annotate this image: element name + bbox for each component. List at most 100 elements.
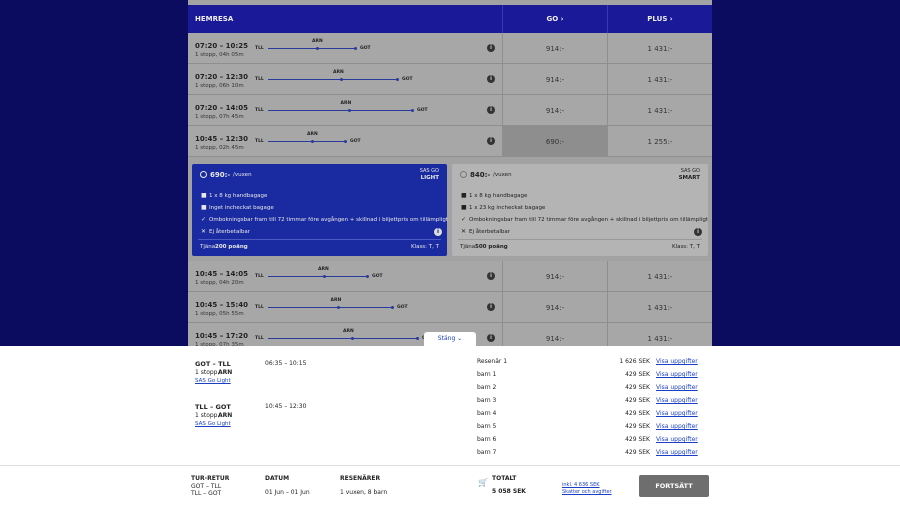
leg-route: TLL – GOT <box>195 403 231 411</box>
plus-price-cell[interactable]: 1 255:- <box>607 126 712 157</box>
go-price-cell[interactable]: 914:- <box>502 95 607 126</box>
fare-brand: SAS GO <box>419 168 439 174</box>
go-price-cell[interactable]: 914:- <box>502 33 607 64</box>
via: ARN <box>333 70 344 75</box>
info-icon: i <box>487 272 495 280</box>
go-price-cell[interactable]: 914:- <box>502 323 607 346</box>
fare-feature: ■ 1 x 8 kg handbagage <box>201 192 267 199</box>
flight-row[interactable]: 10:45 – 14:05 1 stopp, 04h 20m TLL ARN GOT i 9… <box>188 261 712 292</box>
radio <box>460 171 467 178</box>
stop-dot <box>310 140 314 143</box>
fare-card[interactable]: 840:-/vuxen SAS GO SMART ■ 1 x 8 kg handbaga… <box>452 164 708 256</box>
feature-text: 1 x 8 kg handbagage <box>469 193 528 199</box>
passenger-details[interactable]: Visa uppgifter <box>656 384 698 391</box>
feature-text: 1 x 8 kg handbagage <box>209 193 268 199</box>
passenger-price: 429 SEK <box>625 371 650 378</box>
fare-class: Klass: T, T <box>671 244 700 250</box>
plus-price-cell[interactable]: 1 431:- <box>607 95 712 126</box>
info-icon: i <box>487 75 495 83</box>
footer-bar: TUR-RETUR GOT – TLL TLL – GOT DATUM 01 Jun –… <box>0 465 900 506</box>
go-price-cell[interactable]: 914:- <box>502 261 607 292</box>
flight-row[interactable]: 10:45 – 15:40 1 stopp, 05h 55m TLL ARN GOT i 9… <box>188 292 712 323</box>
go-label: GO <box>546 15 559 23</box>
stop-dot <box>323 275 326 278</box>
destination: GOT <box>402 77 413 82</box>
destination: GOT <box>350 139 361 144</box>
go-price: 914:- <box>545 272 565 281</box>
route-line <box>268 338 418 339</box>
via: ARN <box>318 267 329 272</box>
route-line <box>268 141 346 142</box>
feature-text: Ombokningsbar fram till 72 timmar före a… <box>209 217 448 223</box>
info-icon: i <box>694 228 702 236</box>
destination: GOT <box>417 108 428 113</box>
passenger-price: 429 SEK <box>625 423 650 430</box>
fare-card[interactable]: 690:-/vuxen SAS GO LIGHT ■ 1 x 8 kg handbaga… <box>192 164 448 256</box>
flight-row[interactable]: 07:20 – 14:05 1 stopp, 07h 45m TLL ARN GOT i 9… <box>188 95 712 126</box>
via: ARN <box>330 298 342 303</box>
go-price-cell[interactable]: 914:- <box>502 292 607 323</box>
feature-text: Ej återbetalbar <box>209 229 250 235</box>
origin: TLL <box>255 108 264 113</box>
stop-dot <box>350 337 354 340</box>
via: ARN <box>312 39 323 44</box>
total: 5 058 SEK <box>492 488 526 495</box>
passenger-details[interactable]: Visa uppgifter <box>656 397 698 404</box>
stop-dot <box>336 306 340 309</box>
destination: GOT <box>360 46 371 51</box>
fare-name: LIGHT <box>420 175 439 181</box>
plus-price: 1 431:- <box>647 44 673 53</box>
go-price: 914:- <box>545 334 565 343</box>
via: ARN <box>343 329 354 334</box>
flight-row[interactable]: 10:45 – 12:30 1 stopp, 02h 45m TLL ARN GOT i 6… <box>188 126 712 157</box>
go-column[interactable]: GO › <box>502 5 607 33</box>
feature-icon: ✕ <box>201 228 207 235</box>
plus-price-cell[interactable]: 1 431:- <box>607 33 712 64</box>
plus-price-cell[interactable]: 1 431:- <box>607 64 712 95</box>
end-dot <box>366 275 369 278</box>
passenger-details[interactable]: Visa uppgifter <box>656 449 698 456</box>
route-line <box>268 48 356 49</box>
flight-row[interactable]: 07:20 – 10:25 1 stopp, 04h 05m TLL ARN GOT i 9… <box>188 33 712 64</box>
passenger-details[interactable]: Visa uppgifter <box>656 423 698 430</box>
plus-price-cell[interactable]: 1 431:- <box>607 261 712 292</box>
close-tab[interactable]: Stäng ⌄ <box>424 332 476 346</box>
route-line <box>268 110 413 111</box>
divider <box>458 239 702 240</box>
go-price-cell[interactable]: 690:- <box>502 126 607 157</box>
fare-class: Klass: T, T <box>410 244 439 250</box>
per-adult: /vuxen <box>493 172 512 178</box>
header-title: HEMRESA <box>195 15 234 23</box>
plus-price: 1 431:- <box>647 272 673 281</box>
plus-price: 1 431:- <box>647 106 673 115</box>
plus-price: 1 431:- <box>647 334 673 343</box>
flight-row[interactable]: 07:20 – 12:30 1 stopp, 06h 10m TLL ARN GOT i 9… <box>188 64 712 95</box>
plus-column[interactable]: PLUS › <box>607 5 712 33</box>
plus-price-cell[interactable]: 1 431:- <box>607 292 712 323</box>
earn-points: 200 poäng <box>215 244 248 250</box>
plus-price-cell[interactable]: 1 431:- <box>607 323 712 346</box>
passenger-details[interactable]: Visa uppgifter <box>656 358 698 365</box>
leg-product[interactable]: SAS Go Light <box>195 421 231 427</box>
passenger-details[interactable]: Visa uppgifter <box>656 371 698 378</box>
feature-text: Ombokningsbar fram till 72 timmar före a… <box>469 217 708 223</box>
go-price: 914:- <box>545 75 565 84</box>
info-icon: i <box>487 44 495 52</box>
leg-stops: 1 stopp, <box>195 412 220 419</box>
continue-button[interactable]: FORTSÄTT <box>639 475 709 497</box>
tax-link[interactable]: Skatter och avgifter <box>562 489 612 495</box>
flight-info: 1 stopp, 05h 55m <box>195 311 244 317</box>
info-icon: i <box>487 137 495 145</box>
summary-sheet: Stäng ⌄ GOT – TLL 1 stopp, ARN SAS Go Light… <box>0 332 900 506</box>
fare-feature: ✕ Ej återbetalbar <box>461 228 510 235</box>
passenger-name: barn 4 <box>477 410 497 417</box>
passenger-details[interactable]: Visa uppgifter <box>656 410 698 417</box>
leg-time: 10:45 – 12:30 <box>265 403 307 410</box>
leg-product[interactable]: SAS Go Light <box>195 378 231 384</box>
fare-feature: ✓ Ombokningsbar fram till 72 timmar före … <box>201 216 448 223</box>
tax-amount[interactable]: inkl. 4 636 SEK <box>562 482 600 488</box>
passenger-details[interactable]: Visa uppgifter <box>656 436 698 443</box>
go-price-cell[interactable]: 914:- <box>502 64 607 95</box>
passenger-price: 429 SEK <box>625 410 650 417</box>
